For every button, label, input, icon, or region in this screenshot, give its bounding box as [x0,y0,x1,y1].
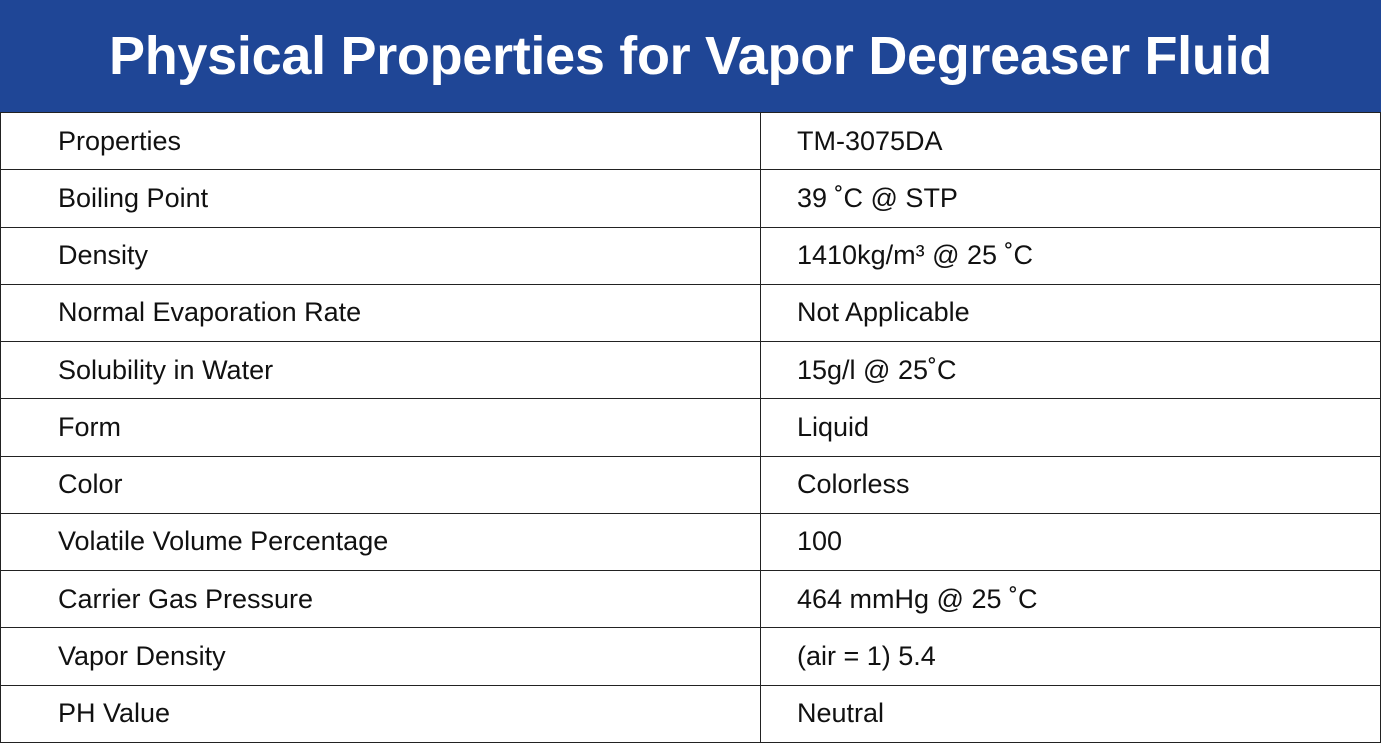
table-row: Color Colorless [0,455,1381,514]
property-name: PH Value [0,684,761,743]
property-name: Boiling Point [0,169,761,228]
property-name: Normal Evaporation Rate [0,283,761,343]
property-name: Solubility in Water [0,341,761,400]
table-row: Normal Evaporation Rate Not Applicable [0,283,1381,343]
property-value: Colorless [760,455,1381,514]
title: Physical Properties for Vapor Degreaser … [109,26,1272,86]
property-value: 39 ˚C @ STP [760,169,1381,228]
table-row: Properties TM-3075DA [0,111,1381,171]
property-value: Not Applicable [760,283,1381,343]
table-row: Form Liquid [0,398,1381,457]
table-row: Carrier Gas Pressure 464 mmHg @ 25 ˚C [0,570,1381,629]
header: Physical Properties for Vapor Degreaser … [0,0,1381,112]
property-value: Liquid [760,398,1381,457]
table-row: Vapor Density (air = 1) 5.4 [0,627,1381,686]
property-value: 15g/l @ 25˚C [760,341,1381,400]
property-name: Carrier Gas Pressure [0,570,761,629]
property-value: Neutral [760,684,1381,743]
property-name: Properties [0,111,761,171]
property-value: 464 mmHg @ 25 ˚C [760,570,1381,629]
property-value: 100 [760,512,1381,572]
property-value: (air = 1) 5.4 [760,627,1381,686]
table-row: Volatile Volume Percentage 100 [0,512,1381,572]
property-name: Density [0,226,761,285]
properties-table: Properties TM-3075DA Boiling Point 39 ˚C @ … [0,111,1381,743]
property-name: Vapor Density [0,627,761,686]
table-row: PH Value Neutral [0,684,1381,743]
property-value: 1410kg/m³ @ 25 ˚C [760,226,1381,285]
property-value: TM-3075DA [760,111,1381,171]
property-name: Volatile Volume Percentage [0,512,761,572]
table-row: Solubility in Water 15g/l @ 25˚C [0,341,1381,400]
table-row: Density 1410kg/m³ @ 25 ˚C [0,226,1381,285]
property-name: Color [0,455,761,514]
table-row: Boiling Point 39 ˚C @ STP [0,169,1381,228]
table-body: Properties TM-3075DA Boiling Point 39 ˚C @ … [0,111,1381,743]
property-name: Form [0,398,761,457]
